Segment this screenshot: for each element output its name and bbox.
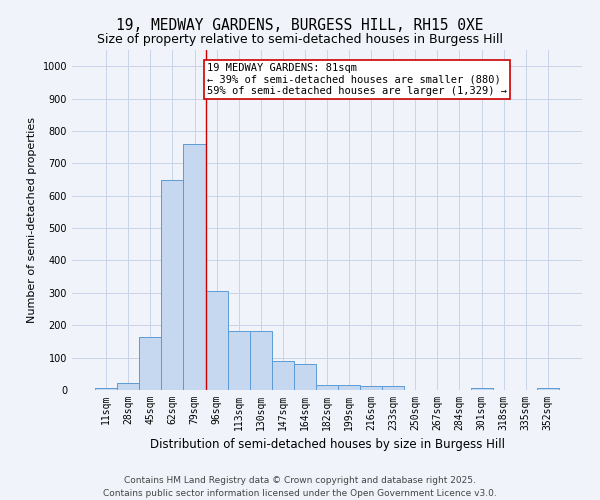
- Bar: [294, 364, 316, 390]
- Bar: [117, 383, 139, 390]
- Bar: [139, 336, 161, 390]
- Text: Contains HM Land Registry data © Crown copyright and database right 2025.
Contai: Contains HM Land Registry data © Crown c…: [103, 476, 497, 498]
- Bar: [360, 386, 382, 390]
- Text: Size of property relative to semi-detached houses in Burgess Hill: Size of property relative to semi-detach…: [97, 32, 503, 46]
- Bar: [184, 144, 206, 390]
- Bar: [95, 388, 117, 390]
- Bar: [537, 388, 559, 390]
- Bar: [316, 386, 338, 390]
- Bar: [338, 386, 360, 390]
- Bar: [470, 388, 493, 390]
- Bar: [382, 386, 404, 390]
- Y-axis label: Number of semi-detached properties: Number of semi-detached properties: [27, 117, 37, 323]
- Text: 19 MEDWAY GARDENS: 81sqm
← 39% of semi-detached houses are smaller (880)
59% of : 19 MEDWAY GARDENS: 81sqm ← 39% of semi-d…: [206, 63, 506, 96]
- Text: 19, MEDWAY GARDENS, BURGESS HILL, RH15 0XE: 19, MEDWAY GARDENS, BURGESS HILL, RH15 0…: [116, 18, 484, 32]
- Bar: [250, 330, 272, 390]
- Bar: [272, 361, 294, 390]
- X-axis label: Distribution of semi-detached houses by size in Burgess Hill: Distribution of semi-detached houses by …: [149, 438, 505, 452]
- Bar: [206, 291, 227, 390]
- Bar: [227, 330, 250, 390]
- Bar: [161, 180, 184, 390]
